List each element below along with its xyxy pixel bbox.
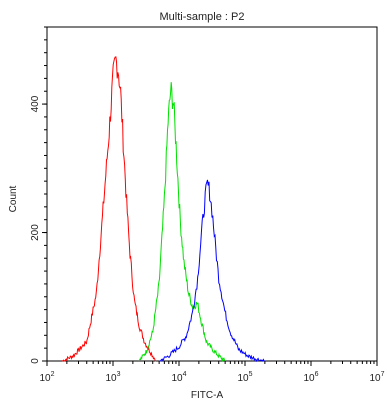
plot-frame <box>46 26 378 362</box>
series-layer <box>62 56 265 363</box>
x-tick-label: 105 <box>237 371 252 384</box>
x-axis-label: FITC-A <box>191 390 224 401</box>
axis-layer: 102 103 104 105 106 107 0 200 400 <box>30 26 385 384</box>
chart-title: Multi-sample : P2 <box>160 11 245 23</box>
histogram-series-1 <box>62 56 157 363</box>
x-tick-label: 103 <box>105 371 120 384</box>
y-tick-label: 200 <box>30 224 41 241</box>
y-axis-label: Count <box>8 185 19 212</box>
x-tick-label: 102 <box>39 371 54 384</box>
y-tick-label: 0 <box>30 358 41 364</box>
x-tick-label: 104 <box>171 371 186 384</box>
x-tick-label: 107 <box>369 371 384 384</box>
histogram-series-2 <box>138 82 226 363</box>
x-tick-label: 106 <box>303 371 318 384</box>
histogram-series-3 <box>159 179 265 363</box>
y-tick-label: 400 <box>30 95 41 112</box>
